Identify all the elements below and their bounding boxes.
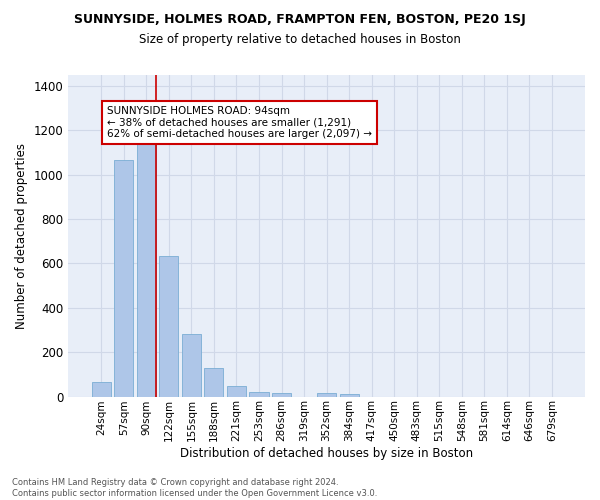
Text: Contains HM Land Registry data © Crown copyright and database right 2024.
Contai: Contains HM Land Registry data © Crown c… bbox=[12, 478, 377, 498]
Bar bbox=[272, 392, 291, 396]
Text: SUNNYSIDE, HOLMES ROAD, FRAMPTON FEN, BOSTON, PE20 1SJ: SUNNYSIDE, HOLMES ROAD, FRAMPTON FEN, BO… bbox=[74, 12, 526, 26]
Text: SUNNYSIDE HOLMES ROAD: 94sqm
← 38% of detached houses are smaller (1,291)
62% of: SUNNYSIDE HOLMES ROAD: 94sqm ← 38% of de… bbox=[107, 106, 372, 139]
Bar bbox=[250, 392, 269, 396]
Bar bbox=[92, 382, 111, 396]
Y-axis label: Number of detached properties: Number of detached properties bbox=[15, 143, 28, 329]
Bar bbox=[114, 160, 133, 396]
Bar bbox=[205, 368, 223, 396]
Bar bbox=[137, 140, 156, 396]
Bar bbox=[227, 386, 246, 396]
Bar bbox=[182, 334, 201, 396]
X-axis label: Distribution of detached houses by size in Boston: Distribution of detached houses by size … bbox=[180, 447, 473, 460]
Bar bbox=[159, 256, 178, 396]
Text: Size of property relative to detached houses in Boston: Size of property relative to detached ho… bbox=[139, 32, 461, 46]
Bar bbox=[340, 394, 359, 396]
Bar bbox=[317, 392, 336, 396]
